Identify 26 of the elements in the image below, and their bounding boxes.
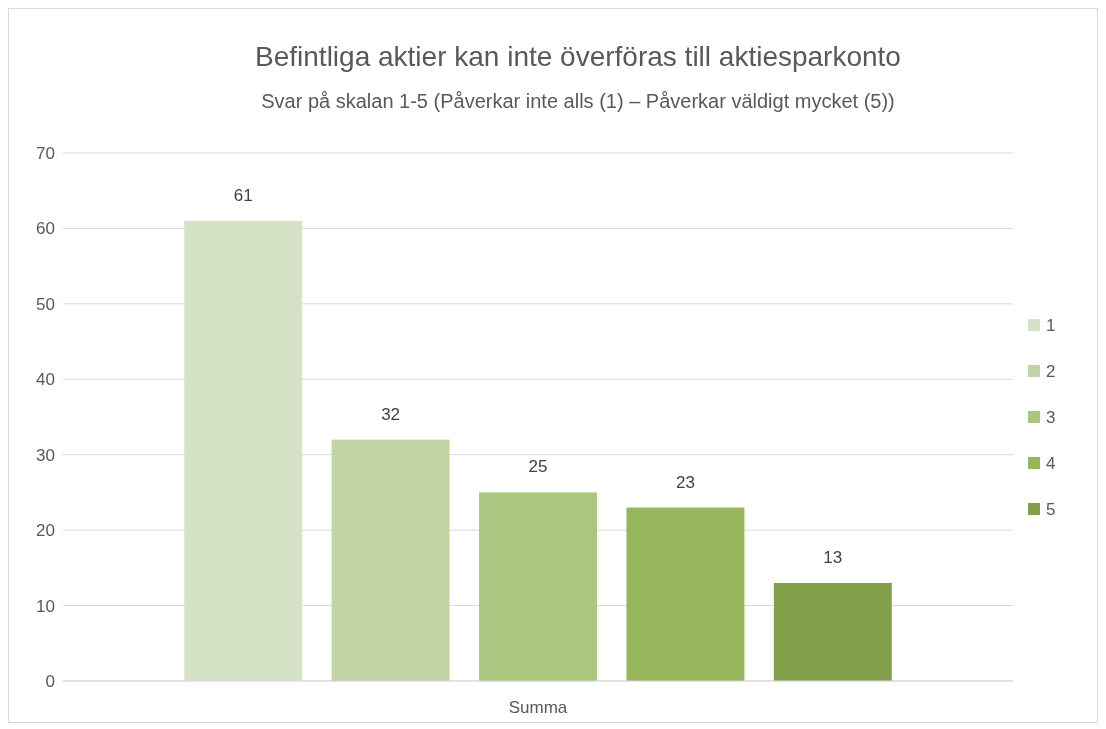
legend-label: 5 (1046, 499, 1056, 519)
x-tick-label: Summa (508, 698, 568, 717)
legend-label: 2 (1046, 361, 1056, 381)
y-tick-label: 40 (36, 370, 55, 390)
bar (331, 439, 450, 681)
chart-subtitle: Svar på skalan 1-5 (Påverkar inte alls (1) – Påverkar väldigt mycket (5)) (261, 90, 895, 112)
bar (479, 492, 597, 681)
y-tick-label: 70 (36, 143, 55, 163)
data-label: 61 (233, 185, 253, 205)
bar (626, 507, 745, 681)
data-label: 23 (675, 472, 695, 492)
chart-title: Befintliga aktier kan inte överföras till aktiesparkonto (255, 41, 901, 72)
legend-label: 1 (1046, 315, 1056, 335)
y-tick-label: 10 (36, 596, 55, 616)
data-label: 25 (528, 457, 548, 477)
y-tick-label: 30 (36, 445, 55, 465)
bar (184, 220, 303, 681)
y-tick-label: 20 (36, 521, 55, 541)
data-label: 13 (823, 547, 843, 567)
y-tick-label: 0 (45, 671, 55, 691)
y-tick-label: 60 (36, 219, 55, 239)
data-label: 32 (381, 404, 401, 424)
legend-label: 3 (1046, 407, 1056, 427)
y-tick-label: 50 (36, 294, 55, 314)
bar (773, 582, 892, 681)
legend-label: 4 (1046, 453, 1056, 473)
